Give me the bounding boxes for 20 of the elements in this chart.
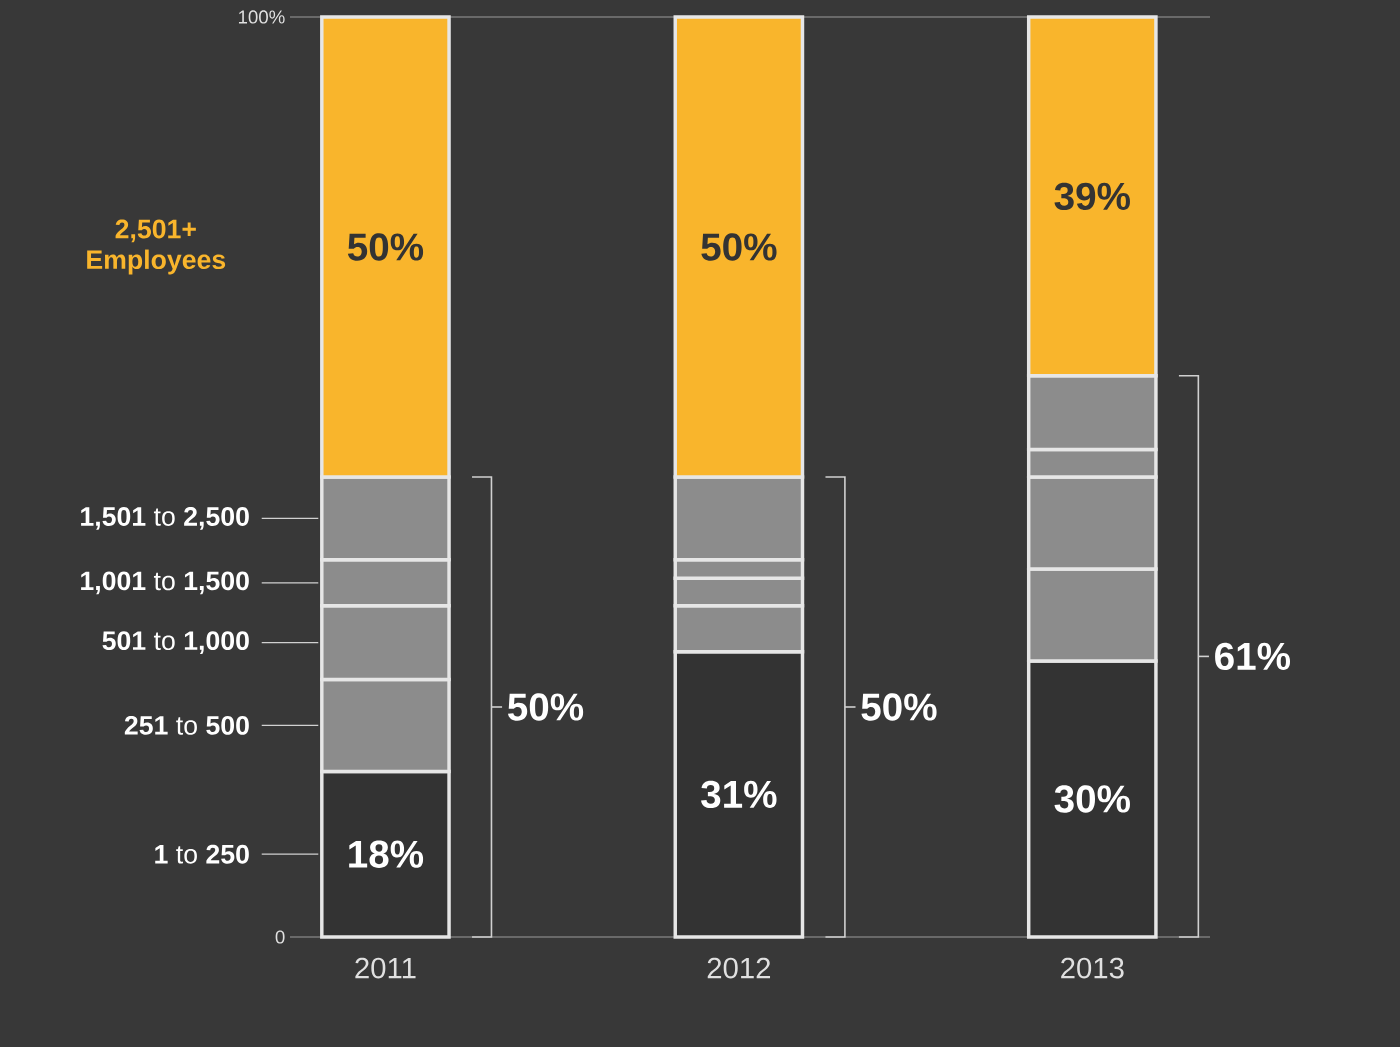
- data-label: 30%: [1054, 785, 1130, 813]
- annotation: 50%: [861, 693, 937, 721]
- data-label: 18%: [349, 840, 424, 868]
- text: 2,501+ Employees: [87, 219, 226, 275]
- data-label: 39%: [1054, 182, 1130, 211]
- text: 61%: [1215, 642, 1291, 671]
- text: 501 to 1,000: [102, 631, 249, 654]
- text: 1,001 to 1,500: [81, 571, 249, 595]
- text: 251 to 500: [124, 715, 249, 735]
- text: 1 to 250: [155, 844, 249, 864]
- y-tick-label: 0: [275, 930, 285, 944]
- x-tick-label: 2011: [355, 957, 416, 979]
- y-tick-label: 100%: [238, 10, 285, 24]
- x-tick-label: 2013: [1061, 957, 1124, 979]
- x-tick-label: 2012: [707, 957, 771, 979]
- data-label: 31%: [701, 780, 777, 809]
- text: 1,501 to 2,500: [81, 507, 249, 530]
- data-label: 50%: [701, 233, 777, 261]
- data-label: 50%: [347, 233, 424, 261]
- annotation: 50%: [507, 693, 584, 721]
